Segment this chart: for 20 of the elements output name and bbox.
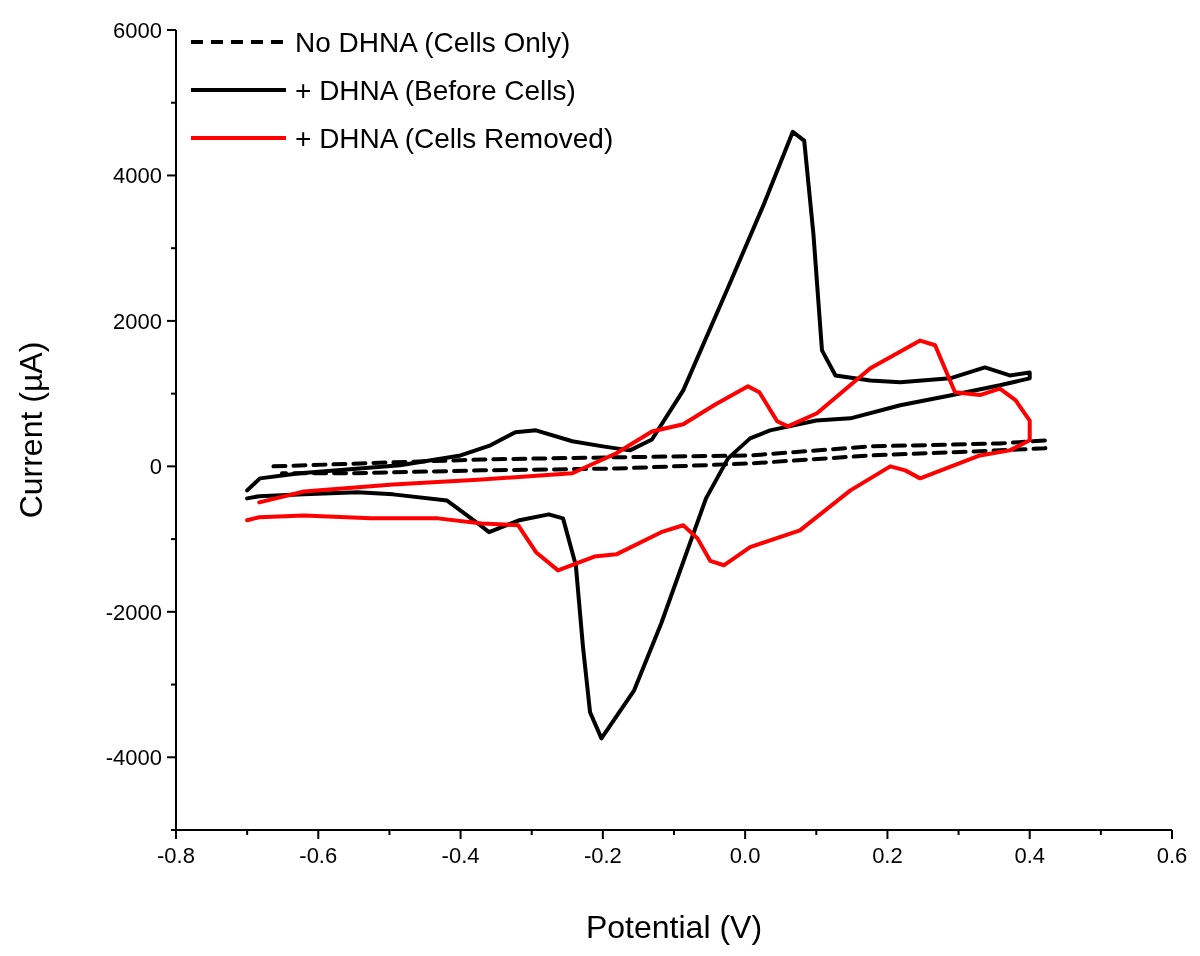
y-axis-title: Current (µA) xyxy=(13,341,49,519)
x-tick-label: 0.4 xyxy=(1014,843,1046,868)
legend-label: + DHNA (Cells Removed) xyxy=(295,122,614,154)
y-tick-label: 4000 xyxy=(113,163,162,189)
y-tick-label: 0 xyxy=(149,454,162,480)
legend-label: + DHNA (Before Cells) xyxy=(295,74,576,106)
legend-label: No DHNA (Cells Only) xyxy=(295,26,571,58)
x-tick-label: -0.6 xyxy=(299,843,338,868)
x-tick-label: 0.6 xyxy=(1156,843,1188,868)
y-tick-label: -2000 xyxy=(105,599,162,625)
line-series xyxy=(245,338,1032,573)
x-tick-label: -0.4 xyxy=(441,843,480,868)
y-tick-label: 6000 xyxy=(113,17,162,43)
x-tick-label: -0.8 xyxy=(157,843,195,868)
x-tick-label: 0.0 xyxy=(729,843,761,868)
y-tick-label: 2000 xyxy=(113,308,162,334)
x-tick-label: -0.2 xyxy=(583,843,622,868)
y-tick-label: -4000 xyxy=(105,744,162,770)
x-tick-label: 0.2 xyxy=(872,843,903,868)
x-axis-title: Potential (V) xyxy=(585,909,763,945)
